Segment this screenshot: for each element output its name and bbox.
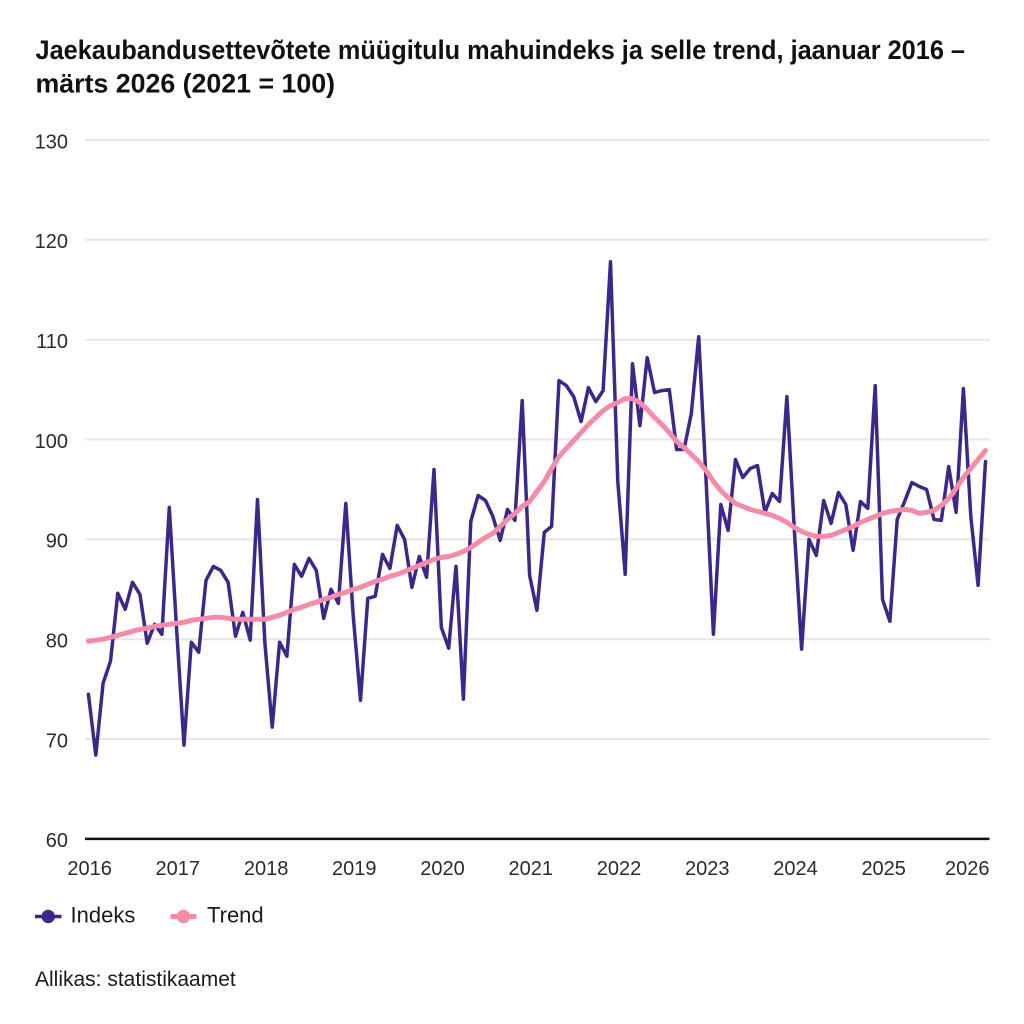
svg-text:märts 2026 (2021 = 100): märts 2026 (2021 = 100) [36, 69, 336, 99]
svg-text:2019: 2019 [332, 858, 377, 880]
svg-text:2025: 2025 [861, 858, 906, 880]
svg-text:2018: 2018 [244, 858, 289, 880]
svg-text:120: 120 [35, 231, 68, 253]
svg-text:Jaekaubandusettevõtete müügitu: Jaekaubandusettevõtete müügitulu mahuind… [36, 35, 966, 65]
svg-text:130: 130 [35, 131, 68, 153]
svg-text:2026: 2026 [945, 858, 990, 880]
svg-text:100: 100 [35, 431, 68, 453]
svg-text:90: 90 [46, 531, 68, 553]
svg-text:70: 70 [46, 730, 68, 752]
svg-text:Trend: Trend [207, 902, 264, 927]
svg-text:2020: 2020 [420, 858, 465, 880]
svg-text:2016: 2016 [67, 858, 112, 880]
svg-text:60: 60 [46, 830, 68, 852]
svg-text:80: 80 [46, 631, 68, 653]
svg-text:2023: 2023 [685, 858, 730, 880]
svg-text:2017: 2017 [156, 858, 201, 880]
svg-text:2021: 2021 [509, 858, 554, 880]
svg-text:Allikas: statistikaamet: Allikas: statistikaamet [35, 968, 236, 991]
svg-text:110: 110 [36, 331, 68, 353]
svg-text:Indeks: Indeks [71, 902, 136, 927]
svg-text:2022: 2022 [597, 858, 642, 880]
svg-text:2024: 2024 [773, 858, 818, 880]
